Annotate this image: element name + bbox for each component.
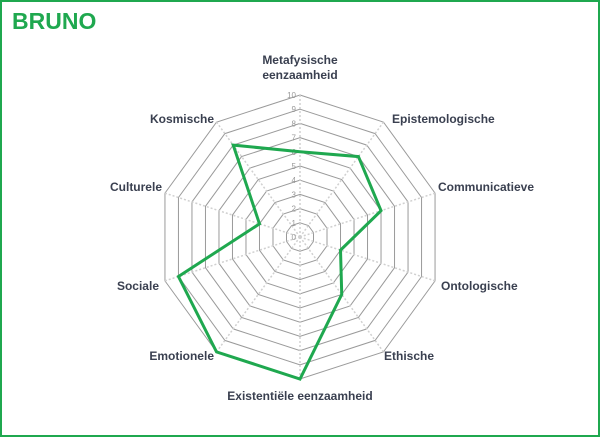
- axis-label: Kosmische: [150, 112, 214, 126]
- axis-label: Ethische: [384, 349, 434, 363]
- axis-label: Metafysische: [262, 53, 338, 67]
- tick-label: 1: [292, 219, 297, 228]
- grid-ring: [231, 165, 369, 309]
- axis-label: Sociale: [117, 279, 159, 293]
- axis-label: Emotionele: [149, 349, 214, 363]
- grid-ring: [258, 193, 342, 281]
- chart-title: BRUNO: [12, 8, 97, 34]
- axis-label: Existentiële eenzaamheid: [227, 389, 372, 403]
- grid-ring: [177, 108, 423, 366]
- tick-label: 9: [292, 105, 297, 114]
- tick-label: 4: [292, 176, 297, 185]
- axis-label: eenzaamheid: [262, 68, 337, 82]
- axis-label: Culturele: [110, 180, 162, 194]
- grid-ring: [285, 222, 315, 252]
- axis-label: Ontologische: [441, 279, 518, 293]
- tick-label: 8: [292, 119, 297, 128]
- tick-label: 10: [287, 91, 296, 100]
- tick-label: 5: [292, 162, 297, 171]
- tick-label: 3: [292, 190, 297, 199]
- axis-label: Epistemologische: [392, 112, 495, 126]
- tick-label: 7: [292, 134, 297, 143]
- tick-label: 2: [292, 205, 297, 214]
- axis-label: Communicatieve: [438, 180, 534, 194]
- tick-label: 0: [292, 233, 297, 242]
- grid-ring: [204, 137, 396, 337]
